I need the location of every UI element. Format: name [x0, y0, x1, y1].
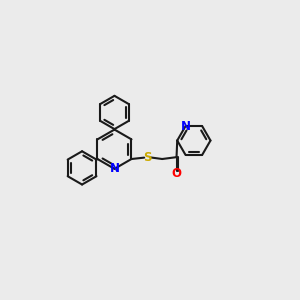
Text: N: N [181, 120, 190, 133]
Text: S: S [143, 151, 152, 164]
Text: N: N [110, 162, 119, 175]
Text: O: O [172, 167, 182, 180]
